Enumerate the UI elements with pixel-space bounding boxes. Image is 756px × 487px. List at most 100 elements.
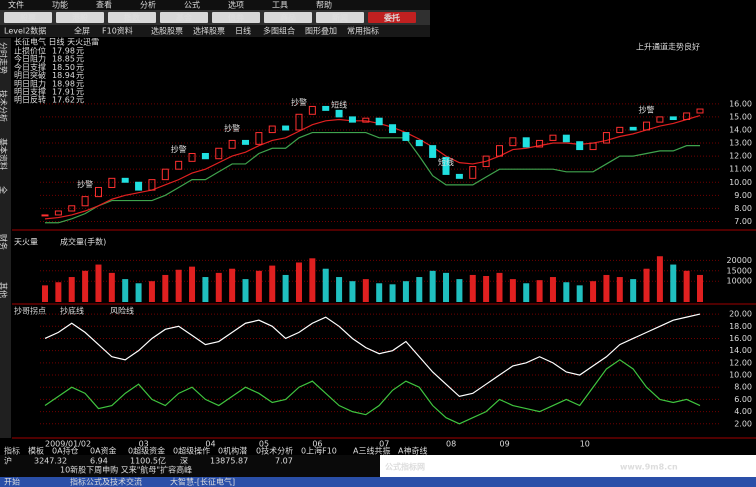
- ticker: 10新股下周申购 又来"航母"扩容高峰: [60, 465, 192, 475]
- volume-bar: [402, 281, 409, 302]
- bottom-tab[interactable]: 0超级资金: [128, 446, 165, 456]
- bottom-tab[interactable]: 0技术分析: [256, 446, 293, 456]
- sidebar-tab[interactable]: 全: [0, 186, 9, 194]
- menu-item[interactable]: 功能: [52, 0, 68, 10]
- bottom-tab[interactable]: 0超级操作: [173, 446, 210, 456]
- volume-bar: [656, 256, 663, 302]
- menu-item[interactable]: 选项: [228, 0, 244, 10]
- volume-bar: [483, 276, 490, 302]
- candle: [268, 125, 276, 134]
- tab-label[interactable]: 商品: [280, 13, 296, 23]
- toolbar-item[interactable]: 日线: [235, 26, 251, 36]
- candle: [81, 196, 89, 207]
- volume-bar: [269, 265, 276, 302]
- tab-button[interactable]: [160, 12, 208, 23]
- y-tick-label: 13.00: [729, 139, 752, 148]
- volume-bar: [416, 277, 423, 302]
- tab-button[interactable]: [368, 12, 416, 23]
- volume-bar: [429, 270, 436, 302]
- status-item: 深: [180, 457, 188, 466]
- y-tick-label: 14.00: [729, 125, 752, 134]
- tab-button[interactable]: [108, 12, 156, 23]
- volume-bar: [603, 274, 610, 302]
- bottom-tab[interactable]: 模板: [28, 446, 44, 456]
- tab-label[interactable]: 新闻: [332, 13, 348, 23]
- tab-label[interactable]: 债券: [228, 13, 245, 23]
- tab-label[interactable]: 基金: [175, 13, 193, 23]
- tab-label[interactable]: 委托: [383, 13, 400, 23]
- info-unit: 元: [76, 47, 84, 56]
- annotation: 短线: [438, 157, 454, 167]
- toolbar-item[interactable]: 常用指标: [347, 26, 379, 36]
- info-label: 止损价位: [14, 46, 46, 56]
- volume-bar: [630, 279, 637, 302]
- candle: [576, 141, 584, 151]
- sidebar-tab[interactable]: 技术分析: [0, 90, 9, 122]
- taskbar-item[interactable]: 开始: [4, 477, 20, 487]
- y-tick-label: 11.00: [729, 165, 752, 174]
- watermark: 公式指标网: [385, 462, 425, 472]
- volume-bar: [122, 279, 129, 302]
- menu-item[interactable]: 查看: [96, 0, 112, 10]
- bottom-tab[interactable]: 0A资金: [90, 446, 117, 456]
- candle: [482, 155, 490, 168]
- candle: [415, 139, 423, 147]
- toolbar-item[interactable]: 图形叠加: [305, 26, 337, 36]
- candle: [282, 125, 290, 131]
- x-tick-label: 03: [139, 440, 149, 449]
- toolbar-item[interactable]: 选股股票: [151, 26, 183, 36]
- bottom-tab[interactable]: 0A持仓: [52, 446, 79, 456]
- volume-bar: [563, 282, 570, 302]
- volume-bar: [282, 274, 289, 302]
- info-unit: 元: [76, 71, 84, 80]
- sidebar-tab[interactable]: 财务: [0, 234, 9, 250]
- sidebar-tab[interactable]: 分时走势: [0, 42, 9, 74]
- candle: [108, 177, 116, 188]
- volume-bar: [536, 280, 543, 302]
- candle: [148, 179, 156, 191]
- sidebar-tab[interactable]: 基本资料: [0, 138, 9, 170]
- candle: [41, 214, 49, 217]
- toolbar-item[interactable]: 多图组合: [263, 26, 295, 36]
- info-label: 今日支撑: [14, 62, 46, 72]
- x-tick-label: 06: [312, 440, 322, 449]
- x-tick-label: 04: [205, 440, 215, 449]
- toolbar-item[interactable]: 选择股票: [193, 26, 225, 36]
- tab-button[interactable]: [4, 12, 52, 23]
- bottom-tab[interactable]: A神奇线: [398, 446, 427, 456]
- bottom-tab[interactable]: 0上海F10: [301, 446, 337, 456]
- volume-bar: [95, 264, 102, 302]
- series-line: [44, 359, 701, 425]
- tab-button[interactable]: [212, 12, 260, 23]
- sidebar-tab[interactable]: 其他: [0, 282, 9, 298]
- annotation: 抄警: [291, 97, 307, 107]
- tab-button[interactable]: [56, 12, 104, 23]
- tab-label[interactable]: 港股: [72, 13, 88, 23]
- info-unit: 元: [76, 88, 84, 97]
- tab-label[interactable]: 股票: [20, 13, 36, 23]
- bottom-tab[interactable]: 指标: [4, 446, 20, 456]
- volume-bar: [42, 285, 48, 302]
- tab-button[interactable]: [316, 12, 364, 23]
- watermark-url: www.9m8.cn: [620, 463, 678, 472]
- candle: [402, 132, 410, 141]
- tab-label[interactable]: 指数: [124, 13, 141, 23]
- info-value: 18.98: [52, 79, 75, 88]
- bottom-tab[interactable]: 0机构潜: [218, 446, 247, 456]
- taskbar-item[interactable]: 指标公式及技术交流: [70, 477, 142, 487]
- menu-item[interactable]: 工具: [272, 1, 288, 10]
- y-tick-label: 16.00: [729, 99, 752, 108]
- volume-bar: [509, 279, 516, 302]
- menu-item[interactable]: 公式: [184, 0, 200, 10]
- toolbar-item[interactable]: 全屏: [74, 26, 90, 36]
- toolbar-item[interactable]: Level2数据: [4, 26, 46, 36]
- taskbar-item[interactable]: 大智慧-[长征电气]: [170, 477, 235, 487]
- candle: [161, 168, 169, 181]
- menu-item[interactable]: 文件: [8, 0, 24, 10]
- menu-item[interactable]: 分析: [140, 0, 156, 10]
- menu-item[interactable]: 帮助: [316, 0, 332, 10]
- volume-bar: [456, 279, 463, 302]
- tab-button[interactable]: [264, 12, 312, 23]
- toolbar-item[interactable]: F10资料: [102, 26, 133, 36]
- bottom-tab[interactable]: A三线共振: [353, 446, 390, 456]
